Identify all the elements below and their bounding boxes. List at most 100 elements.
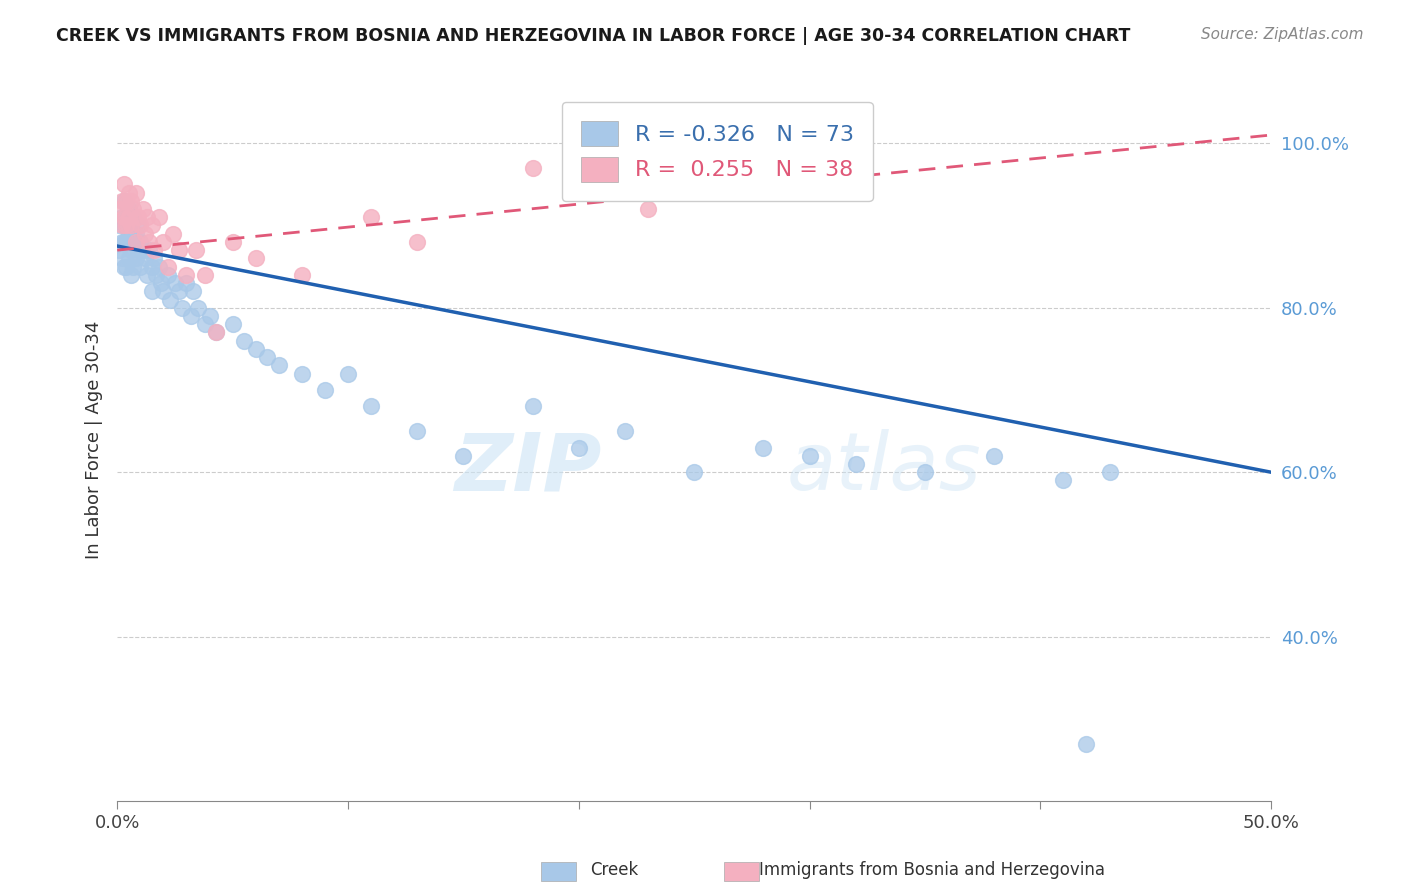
Point <box>111 211 134 225</box>
Point <box>131 243 153 257</box>
Point <box>314 383 336 397</box>
Point <box>124 252 146 266</box>
Point <box>360 211 382 225</box>
Point <box>124 186 146 200</box>
Point <box>148 260 170 274</box>
Text: Immigrants from Bosnia and Herzegovina: Immigrants from Bosnia and Herzegovina <box>759 861 1105 879</box>
Point <box>1076 737 1098 751</box>
Point <box>108 202 131 216</box>
Point <box>291 367 314 381</box>
Point <box>120 194 142 208</box>
Point <box>194 268 217 282</box>
Point <box>406 424 429 438</box>
Point <box>245 252 267 266</box>
Point <box>115 219 138 233</box>
Point <box>138 235 160 249</box>
Point <box>205 326 228 340</box>
Point <box>145 268 167 282</box>
Point <box>120 243 142 257</box>
Point <box>162 227 184 241</box>
Point <box>683 465 706 479</box>
Point <box>169 285 191 299</box>
Point <box>112 211 135 225</box>
Point <box>134 252 156 266</box>
Point <box>141 219 163 233</box>
Point <box>156 268 179 282</box>
Point <box>163 276 186 290</box>
Point <box>150 276 173 290</box>
Point <box>148 211 170 225</box>
Point <box>134 227 156 241</box>
Point <box>143 252 166 266</box>
Point <box>184 243 207 257</box>
Point <box>522 161 544 175</box>
Point <box>245 342 267 356</box>
Point <box>568 441 591 455</box>
Point <box>1098 465 1121 479</box>
Point <box>336 367 359 381</box>
Point <box>122 211 145 225</box>
Point <box>118 252 141 266</box>
Point <box>118 211 141 225</box>
Point <box>112 260 135 274</box>
Point <box>613 424 636 438</box>
Point <box>983 449 1005 463</box>
Text: Source: ZipAtlas.com: Source: ZipAtlas.com <box>1201 27 1364 42</box>
Point <box>637 202 659 216</box>
Point <box>136 211 159 225</box>
Point <box>138 243 160 257</box>
Point <box>115 194 138 208</box>
Point <box>752 441 775 455</box>
Point <box>143 243 166 257</box>
Point <box>156 260 179 274</box>
Point <box>118 202 141 216</box>
Point <box>120 219 142 233</box>
Point <box>522 400 544 414</box>
Point <box>112 178 135 192</box>
Point <box>1052 474 1074 488</box>
Point <box>111 235 134 249</box>
Point <box>112 219 135 233</box>
Point <box>176 276 198 290</box>
Point <box>291 268 314 282</box>
Point <box>120 268 142 282</box>
Point <box>159 293 181 307</box>
Point <box>111 219 134 233</box>
Point <box>122 260 145 274</box>
Point <box>406 235 429 249</box>
Point <box>176 268 198 282</box>
Point <box>118 186 141 200</box>
Point <box>205 326 228 340</box>
Point <box>122 202 145 216</box>
Point <box>221 317 243 331</box>
Text: atlas: atlas <box>786 429 981 508</box>
Point <box>914 465 936 479</box>
Point <box>152 235 174 249</box>
Point <box>124 235 146 249</box>
Y-axis label: In Labor Force | Age 30-34: In Labor Force | Age 30-34 <box>86 320 103 558</box>
Point <box>131 202 153 216</box>
Point <box>198 309 221 323</box>
Point <box>108 219 131 233</box>
Point <box>115 211 138 225</box>
Point <box>111 252 134 266</box>
Text: ZIP: ZIP <box>454 429 602 508</box>
Point <box>453 449 475 463</box>
Text: Creek: Creek <box>591 861 638 879</box>
Point <box>845 457 868 471</box>
Point <box>129 219 152 233</box>
Point <box>112 235 135 249</box>
Point <box>129 260 152 274</box>
Point <box>799 449 821 463</box>
Point <box>118 227 141 241</box>
Point <box>112 194 135 208</box>
Point <box>256 350 278 364</box>
Point <box>267 359 290 373</box>
Point <box>141 285 163 299</box>
Point <box>170 301 193 315</box>
Text: CREEK VS IMMIGRANTS FROM BOSNIA AND HERZEGOVINA IN LABOR FORCE | AGE 30-34 CORRE: CREEK VS IMMIGRANTS FROM BOSNIA AND HERZ… <box>56 27 1130 45</box>
Point <box>194 317 217 331</box>
Legend: R = -0.326   N = 73, R =  0.255   N = 38: R = -0.326 N = 73, R = 0.255 N = 38 <box>562 103 873 201</box>
Point <box>124 227 146 241</box>
Point <box>141 260 163 274</box>
